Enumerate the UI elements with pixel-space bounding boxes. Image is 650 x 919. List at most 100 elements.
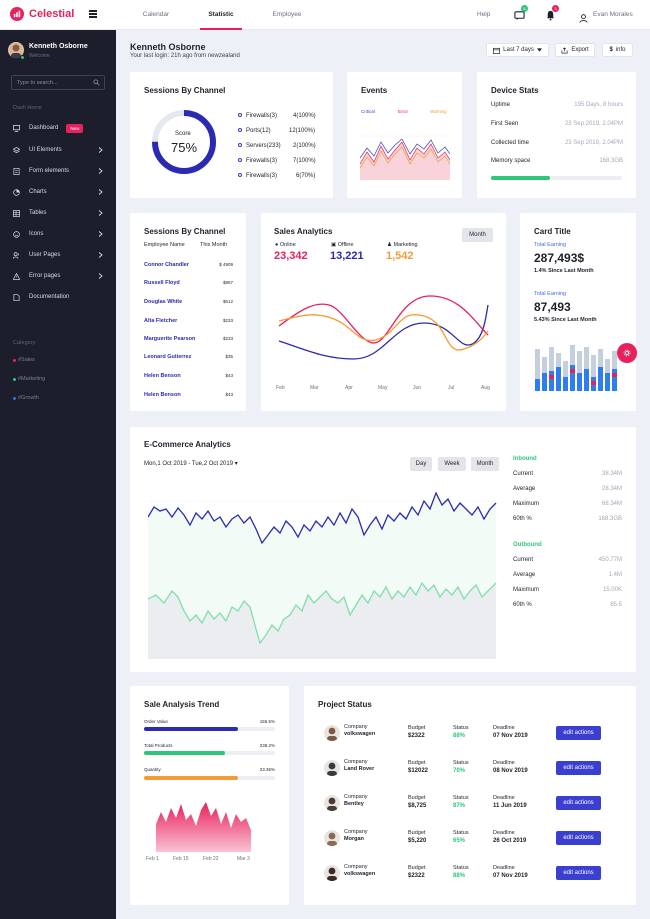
sidebar-item-ui-elements[interactable]: UI Elements xyxy=(13,144,105,156)
help-link[interactable]: Help xyxy=(477,11,491,18)
session-row: Servers(233) xyxy=(238,143,281,149)
legend-warning: Warning xyxy=(430,109,447,114)
budget-label: Budget xyxy=(408,760,426,766)
settings-fab[interactable] xyxy=(617,343,637,363)
chevron-right-icon xyxy=(98,168,103,174)
budget-value: $8,725 xyxy=(408,803,427,809)
employee-name[interactable]: Douglas White xyxy=(144,299,183,305)
user-icon[interactable] xyxy=(579,10,588,23)
sidebar-item-charts[interactable]: Charts xyxy=(13,186,105,198)
chat-badge: 5 xyxy=(521,5,528,12)
edit-actions-button[interactable]: edit actions xyxy=(556,866,601,880)
app-logo[interactable]: Celestial xyxy=(10,7,74,21)
category-sales[interactable]: #Sales xyxy=(13,357,35,363)
x-tick: Mar 3 xyxy=(237,856,250,862)
top-user-name[interactable]: Evan Morales xyxy=(593,11,633,18)
sidebar-item-form-elements[interactable]: Form elements xyxy=(13,165,105,177)
chevron-right-icon xyxy=(98,147,103,153)
inbound-value: 38.34M xyxy=(601,471,622,477)
outbound-label: Maximum xyxy=(513,587,540,593)
search-input[interactable]: Type to search... xyxy=(11,75,105,90)
deadline-label: Deadline xyxy=(493,725,515,731)
tab-statistic[interactable]: Statistic xyxy=(200,0,242,30)
session-value: 2(100%) xyxy=(293,143,316,149)
employee-name[interactable]: Alta Fletcher xyxy=(144,318,178,324)
trend-label: Order Value xyxy=(144,719,168,724)
column-header-name: Employee Name xyxy=(144,242,185,248)
device-stats-card: Device Stats Uptime 195 Days, 8 hours Fi… xyxy=(477,72,636,198)
search-placeholder: Type to search... xyxy=(17,80,58,86)
chat-icon[interactable]: 5 xyxy=(514,5,528,21)
employee-name[interactable]: Helen Benson xyxy=(144,392,181,398)
legend-dot xyxy=(238,173,242,178)
month-button[interactable]: Month xyxy=(471,457,499,471)
store-icon: ▣ xyxy=(331,242,337,248)
category-marketing[interactable]: #Marketing xyxy=(13,376,45,382)
deadline-value: 26 Oct 2019 xyxy=(493,838,527,844)
tab-calendar[interactable]: Calendar xyxy=(142,11,170,18)
sidebar-item-dashboard[interactable]: Dashboard New xyxy=(13,122,105,134)
events-chart xyxy=(360,135,450,180)
x-tick: Aug xyxy=(481,385,490,391)
legend-dot xyxy=(238,158,242,163)
employee-name[interactable]: Helen Benson xyxy=(144,373,181,379)
form-icon xyxy=(13,167,20,175)
events-area-error xyxy=(360,142,450,180)
inbound-label: 60th % xyxy=(513,516,532,522)
sidebar-heading-dash: Dash Home xyxy=(13,105,43,111)
card-title: Card Title xyxy=(534,227,571,236)
export-button[interactable]: Export xyxy=(555,43,595,57)
info-button[interactable]: $ info xyxy=(602,43,633,57)
session-value: 12(100%) xyxy=(289,128,316,134)
chevron-right-icon xyxy=(98,231,103,237)
employee-value: $43 xyxy=(225,392,233,397)
score-label: Score xyxy=(175,131,191,137)
employee-name[interactable]: Connor Chandler xyxy=(144,262,189,268)
legend-critical: Critical xyxy=(361,109,375,114)
deadline-label: Deadline xyxy=(493,760,515,766)
inbound-value: 68.34M xyxy=(601,501,622,507)
date-range-button[interactable]: Last 7 days xyxy=(486,43,549,57)
menu-toggle-icon[interactable] xyxy=(89,10,97,18)
tab-employee[interactable]: Employee xyxy=(272,11,302,18)
month-button[interactable]: Month xyxy=(462,228,493,242)
avatar[interactable] xyxy=(8,42,24,58)
edit-actions-button[interactable]: edit actions xyxy=(556,796,601,810)
sidebar-item-documentation[interactable]: Documentation xyxy=(13,291,105,303)
date-range-select[interactable]: Mon,1 Oct 2019 - Tue,2 Oct 2019 ▾ xyxy=(144,461,238,467)
x-tick: Feb xyxy=(276,385,285,391)
outbound-label: Current xyxy=(513,557,534,563)
sidebar-heading-category: Category xyxy=(13,340,36,346)
share-icon xyxy=(561,46,568,53)
status-label: Status xyxy=(453,725,469,731)
week-button[interactable]: Week xyxy=(438,457,466,471)
caret-down-icon: ▾ xyxy=(234,461,238,467)
ecommerce-card: E-Commerce Analytics Mon,1 Oct 2019 - Tu… xyxy=(130,427,636,672)
employee-name[interactable]: Leonard Gutierrez xyxy=(144,354,192,360)
sidebar-item-label: Documentation xyxy=(29,294,70,300)
edit-actions-button[interactable]: edit actions xyxy=(556,726,601,740)
status-label: Status xyxy=(453,760,469,766)
device-value: 168.3GB xyxy=(599,158,623,164)
card-title: Events xyxy=(361,86,388,95)
category-growth[interactable]: #Growth xyxy=(13,395,39,401)
edit-actions-button[interactable]: edit actions xyxy=(556,761,601,775)
employee-value: $857 xyxy=(222,280,233,285)
bell-badge: 3 xyxy=(552,5,559,12)
sales-analytics-card: Sales Analytics Month ● Online 23,342 ▣ … xyxy=(261,213,506,411)
trend-label: Total Products xyxy=(144,743,173,748)
sidebar-item-icons[interactable]: Icons xyxy=(13,228,105,240)
sidebar-item-tables[interactable]: Tables xyxy=(13,207,105,219)
company-label: Company xyxy=(344,724,368,730)
outbound-area xyxy=(148,583,496,659)
day-button[interactable]: Day xyxy=(410,457,432,471)
column-header-month: This Month xyxy=(200,242,228,248)
sidebar-item-error-pages[interactable]: Error pages xyxy=(13,270,105,282)
edit-actions-button[interactable]: edit actions xyxy=(556,831,601,845)
bell-icon[interactable]: 3 xyxy=(545,5,559,21)
employee-name[interactable]: Marguerite Pearson xyxy=(144,336,196,342)
outbound-label: 60th % xyxy=(513,602,532,608)
employee-name[interactable]: Russell Floyd xyxy=(144,280,180,286)
sidebar-item-user-pages[interactable]: User Pages xyxy=(13,249,105,261)
category-label: #Growth xyxy=(18,395,39,401)
